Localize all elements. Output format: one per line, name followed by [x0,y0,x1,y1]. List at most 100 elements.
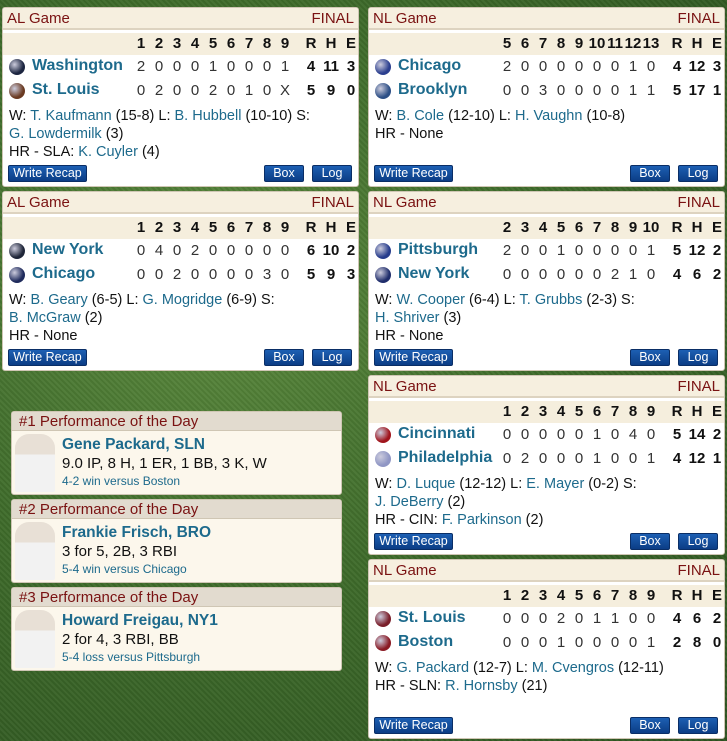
team-name[interactable]: Cincinnati [398,425,476,442]
game-header: NL Game FINAL [369,376,724,398]
inning-score: 0 [208,266,218,283]
game-log-button[interactable]: Log [678,349,718,366]
summary-line: J. DeBerry (2) [375,493,718,511]
player-link[interactable]: F. Parkinson [441,512,522,528]
inning-score: 0 [556,58,566,75]
game-log-button[interactable]: Log [678,533,718,550]
player-link[interactable]: B. McGraw [9,310,81,326]
game-summary: W: B. Cole (12-10) L: H. Vaughn (10-8) HR… [369,103,724,143]
box-score-button[interactable]: Box [264,349,304,366]
game-card: NL Game FINAL 5 6 7 8 9 10 11 12 13 R H E Chicago 2 0 0 0 0… [368,7,725,187]
player-link[interactable]: B. Hubbell [174,108,242,124]
inning-score: 0 [136,82,146,99]
inning-score: 0 [502,266,512,283]
summary-text: (12-7) L: [469,660,532,676]
inning-score: 0 [556,450,566,467]
write-recap-button[interactable]: Write Recap [8,349,87,366]
summary-text: HR - SLN: [375,678,446,694]
inning-score: 0 [502,634,512,651]
box-score-button[interactable]: Box [630,717,670,734]
summary-text: W: [9,108,31,124]
team-name[interactable]: St. Louis [398,609,466,626]
game-log-button[interactable]: Log [678,717,718,734]
inning-score: 0 [538,610,548,627]
inning-score: 0 [628,450,638,467]
team-name[interactable]: Chicago [398,57,462,74]
write-recap-button[interactable]: Write Recap [374,533,453,550]
summary-text: (2) [80,310,103,326]
inning-score: 2 [610,266,620,283]
player-link[interactable]: B. Cole [396,108,445,124]
player-link[interactable]: R. Hornsby [445,678,518,694]
inning-score: 0 [574,610,584,627]
inning-number: 5 [574,403,584,420]
inning-score: 1 [556,634,566,651]
player-link[interactable]: H. Shriver [375,310,440,326]
team-row: Chicago 2 0 0 0 0 0 0 1 0 4 12 3 [369,55,724,79]
player-link[interactable]: H. Vaughn [514,108,583,124]
team-name[interactable]: New York [398,265,470,282]
player-link[interactable]: D. Luque [396,476,456,492]
team-name[interactable]: Brooklyn [398,81,468,98]
player-link[interactable]: J. DeBerry [375,494,444,510]
game-status: FINAL [311,9,354,27]
game-log-button[interactable]: Log [678,165,718,182]
player-name[interactable]: Gene Packard, SLN [62,436,206,453]
write-recap-button[interactable]: Write Recap [374,165,453,182]
write-recap-button[interactable]: Write Recap [8,165,87,182]
inning-score: 0 [610,426,620,443]
total-header: H [325,219,337,236]
team-total: 5 [672,426,682,443]
player-link[interactable]: B. Geary [30,292,88,308]
game-log-button[interactable]: Log [312,349,352,366]
inning-number: 5 [502,35,512,52]
write-recap-button[interactable]: Write Recap [374,717,453,734]
player-link[interactable]: T. Kaufmann [30,108,112,124]
inning-score: 0 [646,266,656,283]
inning-score: 0 [592,242,602,259]
box-score-button[interactable]: Box [630,165,670,182]
player-link[interactable]: M. Cvengros [531,660,615,676]
box-score-button[interactable]: Box [630,349,670,366]
inning-score: 3 [262,266,272,283]
player-link[interactable]: W. Cooper [396,292,465,308]
summary-text: (6-5) L: [87,292,143,308]
player-link[interactable]: G. Mogridge [142,292,223,308]
box-score-button[interactable]: Box [264,165,304,182]
inning-score: 0 [520,266,530,283]
team-name[interactable]: Boston [398,633,454,650]
box-score-button[interactable]: Box [630,533,670,550]
team-name[interactable]: Chicago [32,265,96,282]
inning-score: 0 [538,266,548,283]
player-name[interactable]: Howard Freigau, NY1 [62,612,218,629]
game-log-button[interactable]: Log [312,165,352,182]
player-link[interactable]: K. Cuyler [78,144,138,160]
inning-number: 4 [538,219,548,236]
team-name[interactable]: St. Louis [32,81,100,98]
inning-score: 1 [610,610,620,627]
inning-number: 5 [556,219,566,236]
team-logo-icon [375,427,391,443]
team-name[interactable]: Pittsburgh [398,241,478,258]
summary-text: (0-2) S: [584,476,637,492]
player-link[interactable]: G. Lowdermilk [9,126,102,142]
inning-score: 1 [592,426,602,443]
performance-title: #2 Performance of the Day [12,500,341,519]
player-link[interactable]: G. Packard [396,660,470,676]
game-card: AL Game FINAL 1 2 3 4 5 6 7 8 9 R H E Washington 2 0 0 0 1 0… [2,7,359,187]
team-name[interactable]: Philadelphia [398,449,493,466]
inning-score: 0 [502,426,512,443]
inning-score: 0 [646,610,656,627]
player-link[interactable]: E. Mayer [526,476,585,492]
team-total: 2 [712,266,722,283]
summary-text: (2) [521,512,544,528]
inning-number: 8 [262,219,272,236]
player-link[interactable]: T. Grubbs [519,292,583,308]
team-name[interactable]: New York [32,241,104,258]
write-recap-button[interactable]: Write Recap [374,349,453,366]
team-name[interactable]: Washington [32,57,123,74]
inning-score: 0 [520,242,530,259]
team-total: 0 [346,82,356,99]
player-name[interactable]: Frankie Frisch, BRO [62,524,212,541]
